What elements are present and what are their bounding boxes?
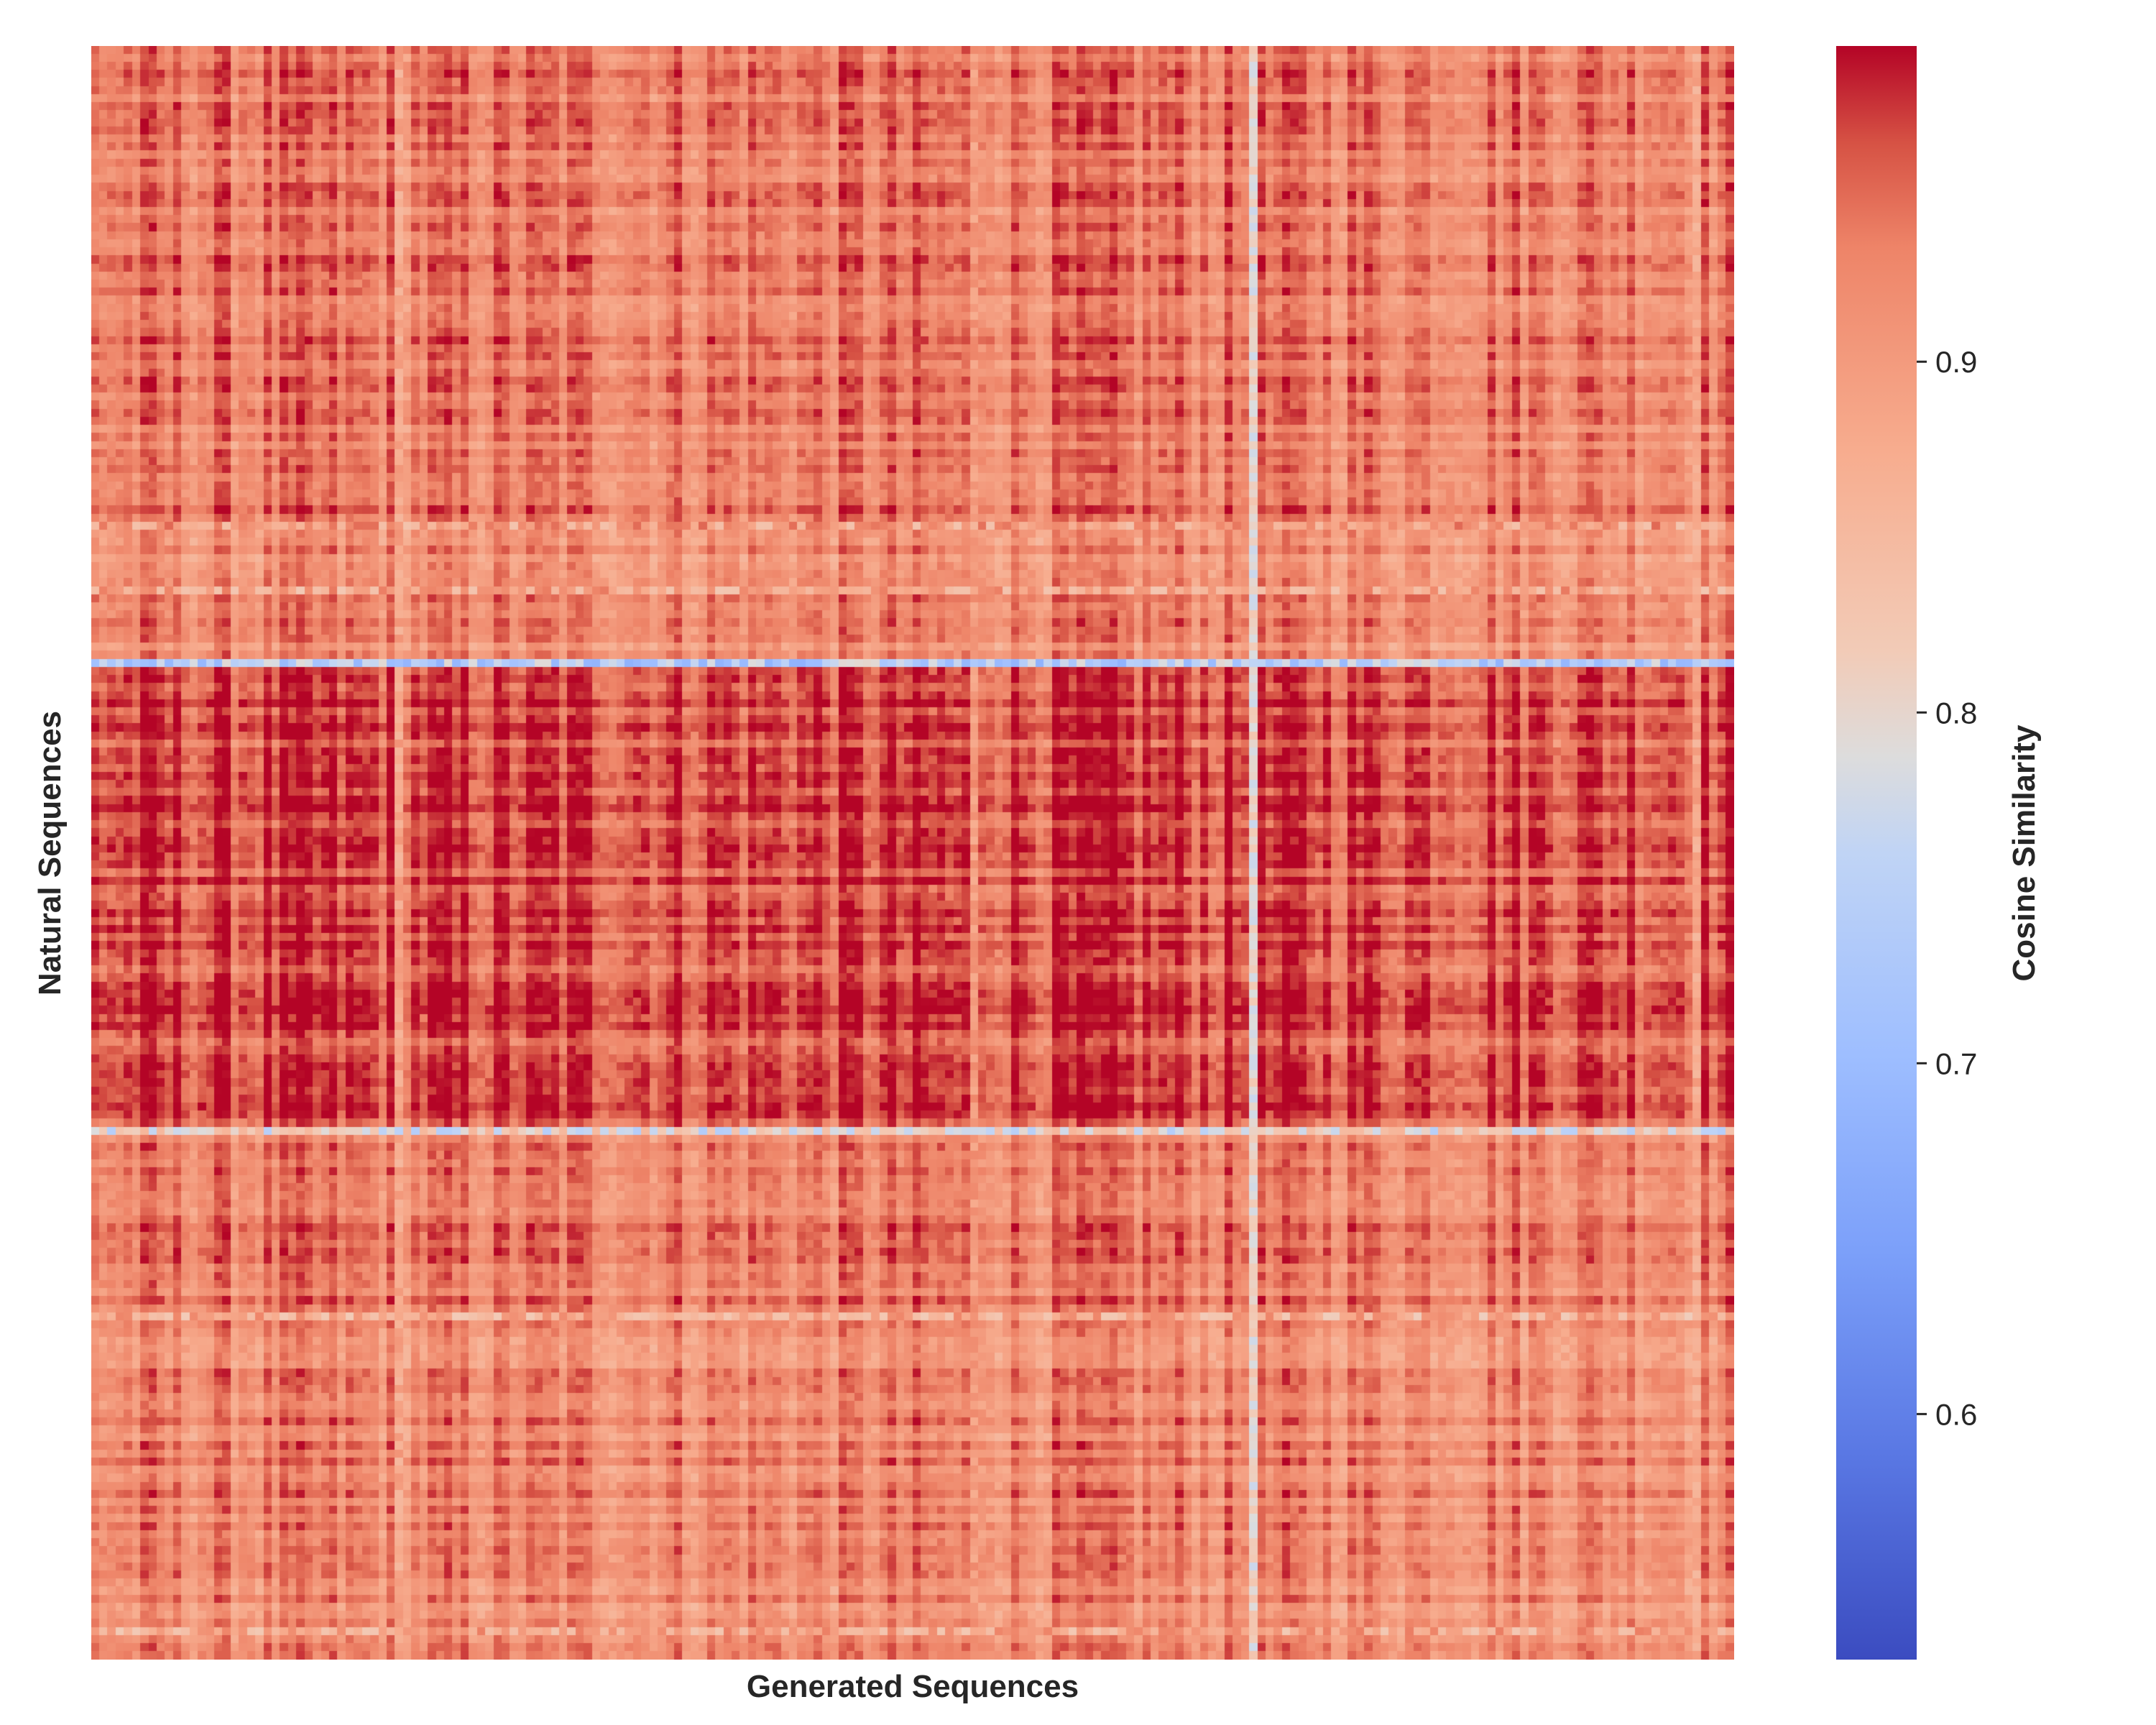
colorbar-gradient bbox=[1836, 46, 1917, 1660]
colorbar-tick-label: 0.7 bbox=[1935, 1046, 1977, 1080]
colorbar-tick-label: 0.8 bbox=[1935, 696, 1977, 730]
colorbar-tick-label: 0.6 bbox=[1935, 1397, 1977, 1431]
colorbar-ticks: 0.6 0.7 0.8 0.9 bbox=[1917, 345, 1977, 1431]
colorbar-label: Cosine Similarity bbox=[2007, 724, 2042, 982]
heatmap-grid bbox=[91, 46, 1734, 1660]
colorbar-tick-label: 0.9 bbox=[1935, 345, 1977, 379]
y-axis-label: Natural Sequences bbox=[32, 710, 68, 996]
x-axis-label: Generated Sequences bbox=[746, 1669, 1079, 1704]
